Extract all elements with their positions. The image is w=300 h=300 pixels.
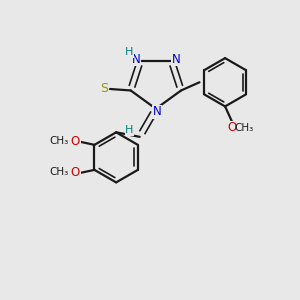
Text: CH₃: CH₃ — [50, 167, 69, 177]
Text: CH₃: CH₃ — [234, 123, 253, 133]
Text: N: N — [131, 53, 140, 66]
Text: CH₃: CH₃ — [50, 136, 69, 146]
Text: O: O — [71, 135, 80, 148]
Text: N: N — [153, 105, 162, 118]
Text: N: N — [172, 53, 180, 66]
Text: O: O — [228, 121, 237, 134]
Text: S: S — [100, 82, 108, 95]
Text: O: O — [71, 166, 80, 179]
Text: H: H — [125, 125, 134, 135]
Text: H: H — [125, 47, 133, 57]
